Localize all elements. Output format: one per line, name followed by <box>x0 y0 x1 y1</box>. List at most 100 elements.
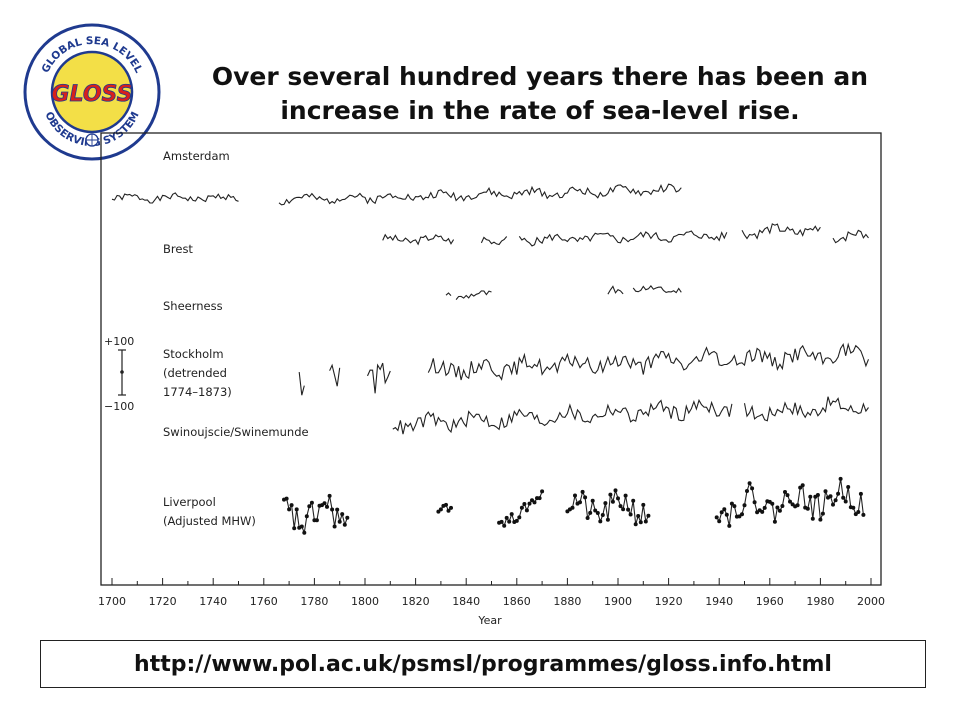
series-5-point-4-18 <box>760 509 765 514</box>
series-2-segment-2 <box>607 285 624 295</box>
url-banner: http://www.pol.ac.uk/psmsl/programmes/gl… <box>40 640 926 688</box>
scale-bar: +100 −100 <box>104 335 134 413</box>
series-5-point-4-56 <box>856 510 861 514</box>
title-line-2: increase in the rate of sea-level rise. <box>280 96 800 125</box>
series-0-segment-0 <box>111 192 239 204</box>
series-3-segment-1 <box>329 363 341 387</box>
x-tick-label-6: 1820 <box>402 595 430 608</box>
series-5-point-0-25 <box>345 515 350 520</box>
series-label-5-line-1: (Adjusted MHW) <box>163 514 256 528</box>
series-5-point-4-38 <box>810 516 815 521</box>
series-5-point-4-48 <box>836 491 841 496</box>
series-5-point-0-10 <box>307 504 312 509</box>
series-2 <box>445 285 682 300</box>
series-4-segment-1 <box>743 396 869 422</box>
logo-inner-disc <box>50 50 134 134</box>
series-5-point-3-2 <box>570 505 575 510</box>
series-5-point-2-8 <box>517 515 522 520</box>
series-labels: Amsterdam Brest Sheerness Stockholm (detrend… <box>163 149 309 528</box>
series-5-point-0-5 <box>294 507 299 512</box>
series-5-point-0-19 <box>330 507 335 512</box>
series-5-point-4-34 <box>800 483 805 488</box>
series-5-point-3-21 <box>618 504 623 509</box>
x-tick-label-15: 2000 <box>857 595 885 608</box>
x-tick-label-5: 1800 <box>351 595 379 608</box>
series-5-point-4-15 <box>752 500 757 505</box>
series-5-point-4-36 <box>805 506 810 511</box>
series-label-3-line-1: (detrended <box>163 366 227 380</box>
series-5-point-3-18 <box>610 499 615 504</box>
series-5-point-4-13 <box>747 481 752 486</box>
series-label-0-line-0: Amsterdam <box>163 149 230 163</box>
series-5-point-0-17 <box>325 504 329 509</box>
series-5-point-2-11 <box>524 508 529 513</box>
series-2-segment-0 <box>445 292 452 296</box>
series-5-point-0-2 <box>287 507 292 512</box>
x-tick-label-0: 1700 <box>98 595 126 608</box>
series-5-point-4-23 <box>772 519 777 524</box>
series-5-point-4-24 <box>775 505 780 510</box>
x-tick-label-13: 1960 <box>756 595 784 608</box>
series-5-point-4-54 <box>851 505 856 510</box>
series-5-point-4-50 <box>841 495 846 500</box>
series-label-3-line-0: Stockholm <box>163 347 224 361</box>
series-5-point-3-19 <box>613 488 618 493</box>
series-5-point-0-4 <box>292 526 297 531</box>
x-axis-label: Year <box>477 614 502 627</box>
series-5-point-4-40 <box>815 493 820 497</box>
series-label-2: Sheerness <box>163 299 223 313</box>
series-label-2-line-0: Sheerness <box>163 299 223 313</box>
series-3-segment-0 <box>298 372 305 396</box>
series-5-point-0-24 <box>342 522 347 527</box>
x-axis: 1700 1720 1740 1760 1780 1800 1820 1840 1860 1880… <box>98 578 885 608</box>
series-5-point-4-58 <box>861 512 866 517</box>
series-1-segment-0 <box>382 233 455 246</box>
series-label-1: Brest <box>163 242 193 256</box>
series-5-point-0-1 <box>284 496 289 501</box>
series-4-segment-0 <box>392 398 733 435</box>
series-label-1-line-0: Brest <box>163 242 193 256</box>
series-3-segment-3 <box>427 342 870 381</box>
series-5-point-4-46 <box>831 502 835 507</box>
series-5-point-2-2 <box>502 523 507 528</box>
series-5-point-4-22 <box>770 501 775 506</box>
title-line-1: Over several hundred years there has bee… <box>211 62 869 91</box>
series-5-point-4-41 <box>818 517 823 522</box>
series-5-point-3-23 <box>623 493 628 498</box>
series-5-point-2-1 <box>499 519 504 524</box>
series-5-point-4-14 <box>750 486 755 491</box>
source-url[interactable]: http://www.pol.ac.uk/psmsl/programmes/gl… <box>134 651 832 677</box>
series-5-point-0-18 <box>327 493 332 498</box>
series-5-point-4-51 <box>843 499 848 504</box>
series-5-point-3-16 <box>605 517 610 522</box>
series-1 <box>382 223 869 247</box>
x-tick-label-7: 1840 <box>452 595 480 608</box>
series-5-point-0-20 <box>332 524 337 529</box>
series-5-point-3-17 <box>608 492 613 497</box>
series-1-segment-2 <box>518 230 728 247</box>
gloss-logo: GLOBAL SEA LEVEL OBSERVING SYSTEM GLOSS <box>23 23 161 161</box>
series-5-point-3-26 <box>631 498 636 503</box>
series-5-point-4-32 <box>795 503 800 508</box>
series-5-point-0-11 <box>309 500 314 505</box>
series-5-point-2-9 <box>519 505 524 510</box>
series-5-point-3-9 <box>588 510 593 515</box>
x-tick-label-1: 1720 <box>149 595 177 608</box>
series-5-point-3-3 <box>573 493 577 498</box>
series-5-point-3-10 <box>590 498 595 503</box>
series-5-point-0-8 <box>302 530 307 535</box>
series-5-point-2-3 <box>504 515 509 520</box>
series-0-segment-1 <box>278 183 682 206</box>
series-5-point-4-37 <box>808 494 813 499</box>
series-5-point-4-3 <box>722 507 727 512</box>
series-5-point-0-16 <box>322 501 327 506</box>
series-5-point-4-0 <box>714 515 719 520</box>
series-label-3-line-2: 1774–1873) <box>163 385 232 399</box>
series-5-point-4-26 <box>780 504 785 508</box>
series-5-point-4-7 <box>732 504 737 509</box>
series-5-point-0-21 <box>335 507 340 512</box>
series-5-point-0-23 <box>340 512 345 517</box>
series-2-segment-3 <box>632 285 682 294</box>
page-title: Over several hundred years there has bee… <box>170 60 910 128</box>
series-5-point-3-14 <box>600 513 605 517</box>
